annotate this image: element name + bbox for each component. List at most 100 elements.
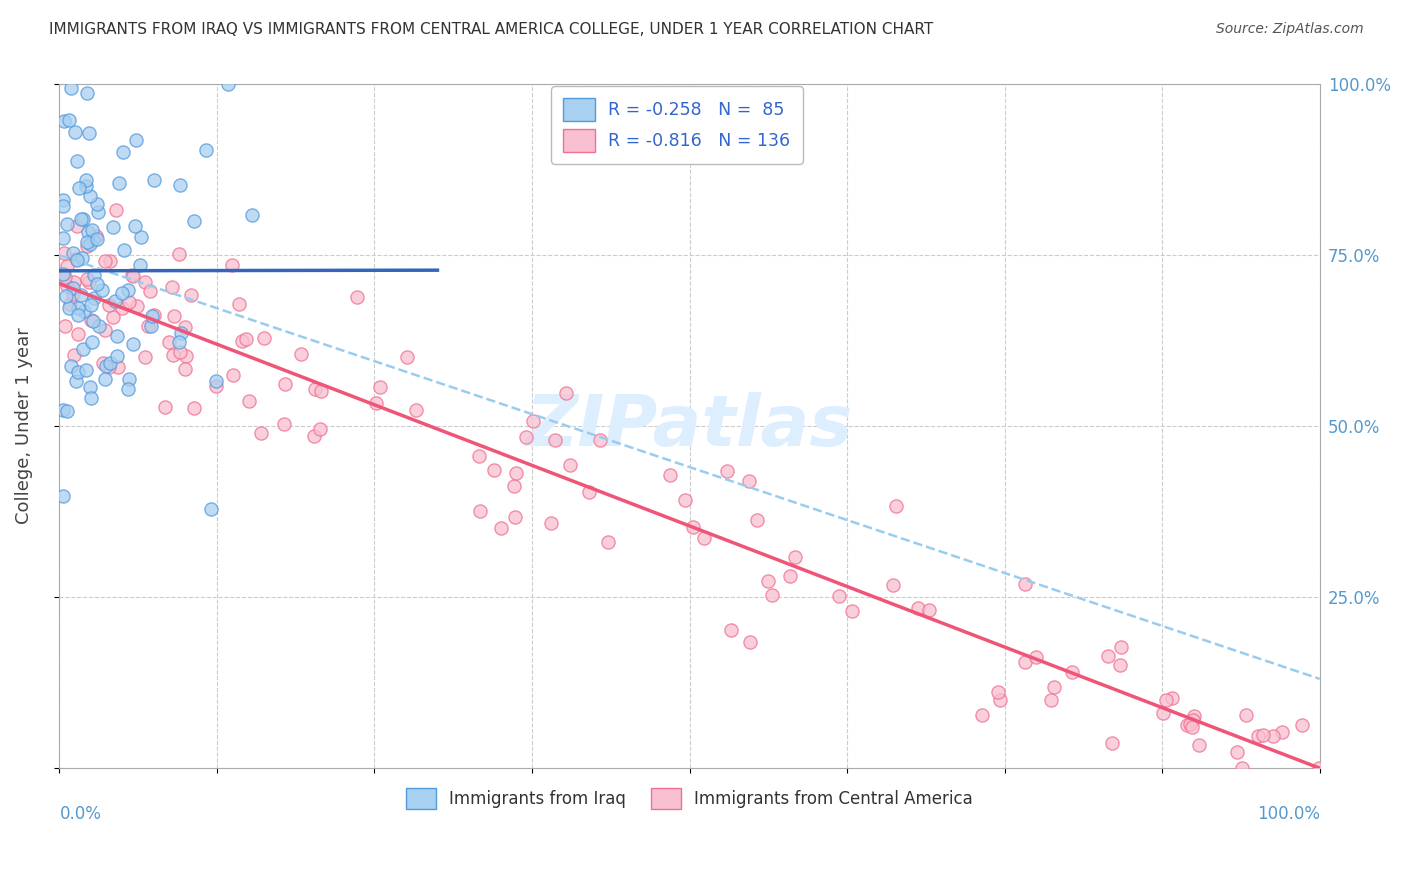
Point (62, 246, 84, 260)
Point (91, 283, 114, 297)
Point (1247, 729, 1270, 743)
Point (87, 205, 110, 219)
Point (560, 458, 582, 473)
Point (740, 635, 762, 649)
Point (1039, 693, 1062, 707)
Point (1042, 680, 1064, 694)
Point (368, 380, 391, 394)
Point (75, 173, 97, 187)
Point (104, 202, 127, 217)
Point (62, 275, 84, 289)
Point (1251, 728, 1274, 742)
Point (1181, 713, 1204, 727)
Point (98, 298, 121, 312)
Point (309, 384, 332, 399)
Point (125, 133, 148, 147)
Point (304, 382, 326, 396)
Point (56, 259, 79, 273)
Point (66, 308, 89, 322)
Point (544, 433, 567, 447)
Point (52, 194, 75, 208)
Point (117, 382, 139, 396)
Point (76, 272, 98, 286)
Point (86, 277, 108, 292)
Point (918, 603, 941, 617)
Point (79, 189, 101, 203)
Point (91, 356, 114, 370)
Point (76, 235, 98, 249)
Point (309, 422, 332, 436)
Point (396, 350, 419, 364)
Point (555, 386, 578, 401)
Point (274, 376, 297, 391)
Point (125, 300, 148, 314)
Point (76, 239, 98, 253)
Point (1178, 717, 1201, 731)
Point (66, 252, 89, 267)
Point (117, 283, 139, 297)
Point (86, 232, 108, 246)
Point (1180, 720, 1202, 734)
Point (80, 334, 103, 349)
Point (716, 464, 738, 478)
Point (55, 217, 77, 231)
Point (143, 308, 166, 322)
Point (139, 319, 162, 334)
Point (98, 356, 121, 370)
Point (673, 492, 696, 507)
Point (167, 335, 190, 350)
Point (100, 254, 122, 268)
Point (112, 145, 135, 160)
Point (72, 342, 94, 356)
Point (163, 309, 186, 323)
Point (167, 247, 190, 261)
Point (1156, 693, 1178, 707)
Point (515, 430, 537, 444)
Point (53, 318, 76, 333)
Point (489, 521, 512, 535)
Point (76, 87, 98, 101)
Point (1097, 649, 1119, 664)
Point (66, 327, 89, 342)
Point (1226, 745, 1249, 759)
Point (121, 268, 143, 282)
Point (205, 374, 228, 388)
Point (273, 417, 295, 431)
Point (77, 275, 100, 289)
Point (240, 208, 263, 222)
Point (290, 346, 312, 360)
Point (783, 549, 806, 564)
Point (738, 474, 761, 488)
Point (124, 219, 146, 233)
Point (107, 360, 129, 375)
Point (128, 258, 150, 272)
Point (143, 173, 166, 187)
Point (174, 349, 197, 363)
Point (217, 78, 239, 92)
Point (84, 228, 107, 243)
Point (65, 154, 87, 169)
Point (970, 708, 993, 723)
Point (1182, 708, 1205, 723)
Point (1101, 736, 1123, 750)
Text: ZIPatlas: ZIPatlas (526, 392, 853, 460)
Point (65, 252, 87, 266)
Point (103, 219, 125, 234)
Point (52, 231, 75, 245)
Point (105, 329, 128, 343)
Point (63, 125, 86, 139)
Point (153, 400, 176, 414)
Point (108, 177, 131, 191)
Point (578, 485, 600, 500)
Point (505, 466, 527, 480)
Point (174, 320, 197, 334)
Point (588, 433, 610, 447)
Point (221, 258, 243, 272)
Point (141, 309, 163, 323)
Point (540, 516, 562, 530)
Point (882, 578, 904, 592)
Point (346, 290, 368, 304)
Point (53, 113, 76, 128)
Point (86, 196, 108, 211)
Point (253, 330, 276, 344)
